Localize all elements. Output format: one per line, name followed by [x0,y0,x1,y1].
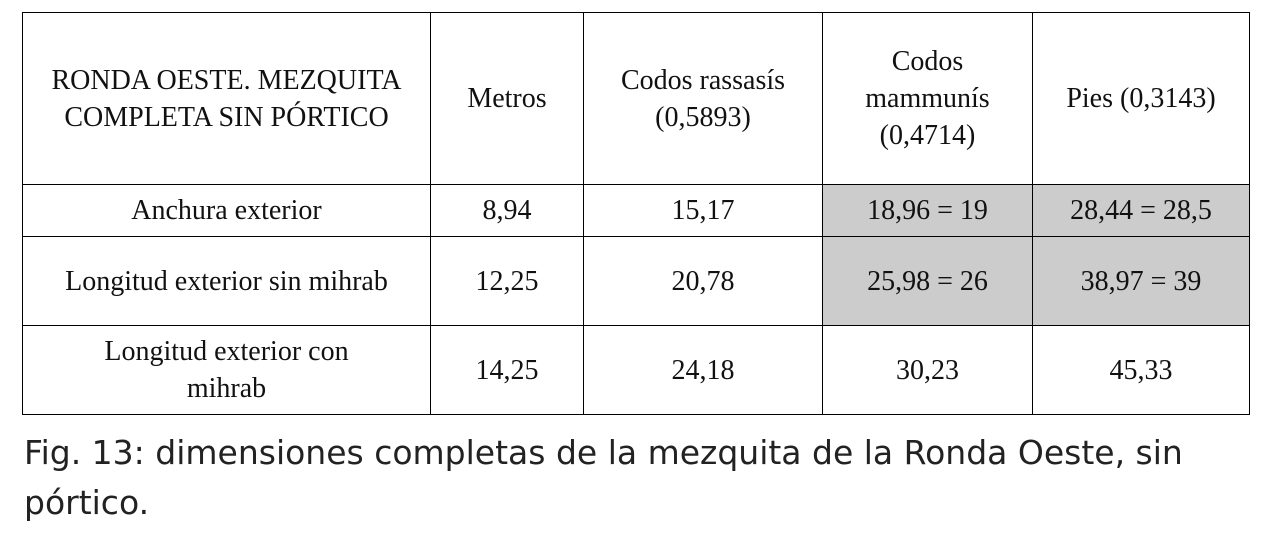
table-row: Longitud exterior sin mihrab 12,25 20,78… [22,236,1250,326]
cell: 12,25 [430,236,584,326]
header-cell: Metros [430,12,584,185]
cell: 45,33 [1032,325,1250,415]
cell: 28,44 = 28,5 [1032,184,1250,237]
caption: Fig. 13: dimensiones completas de la mez… [24,433,1183,522]
cell: 20,78 [583,236,823,326]
table-row: Longitud exterior con mihrab 14,25 24,18… [22,325,1250,415]
header-cell: Pies (0,3143) [1032,12,1250,185]
cell: 38,97 = 39 [1032,236,1250,326]
cell: 15,17 [583,184,823,237]
cell: 24,18 [583,325,823,415]
table-row: Anchura exterior 8,94 15,17 18,96 = 19 2… [22,184,1250,237]
cell: 30,23 [822,325,1033,415]
header-cell: Codos mammunís (0,4714) [822,12,1033,185]
cell: Longitud exterior sin mihrab [22,236,431,326]
cell: 18,96 = 19 [822,184,1033,237]
cell: 14,25 [430,325,584,415]
cell: 8,94 [430,184,584,237]
cell: Anchura exterior [22,184,431,237]
cell: Longitud exterior con mihrab [22,325,431,415]
header-cell: RONDA OESTE. MEZQUITA COMPLETA SIN PÓRTI… [22,12,431,185]
data-table: RONDA OESTE. MEZQUITA COMPLETA SIN PÓRTI… [22,12,1250,415]
header-cell: Codos rassasís (0,5893) [583,12,823,185]
header-row: RONDA OESTE. MEZQUITA COMPLETA SIN PÓRTI… [22,12,1250,185]
cell: 25,98 = 26 [822,236,1033,326]
